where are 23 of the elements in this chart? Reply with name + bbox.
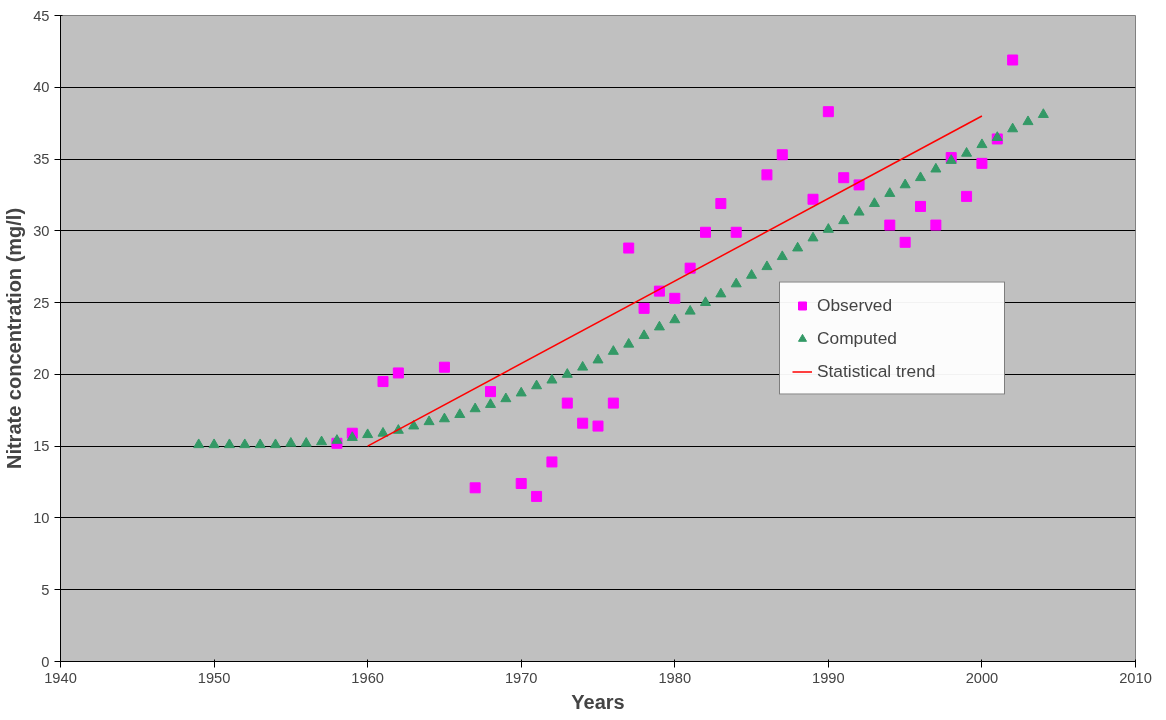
x-tick-label: 2000 <box>965 669 999 686</box>
y-tick-label: 0 <box>41 653 50 670</box>
x-tick-label: 1940 <box>44 669 77 686</box>
x-tick-label: 1950 <box>197 669 231 686</box>
x-tick-label: 1980 <box>658 669 692 686</box>
y-tick-label: 15 <box>33 438 50 455</box>
y-axis-title: Nitrate concentration (mg/l) <box>3 207 26 470</box>
y-tick-label: 35 <box>33 151 50 168</box>
x-axis-title: Years <box>571 690 625 713</box>
legend-label: Computed <box>817 327 898 349</box>
y-tick-label: 20 <box>33 366 50 383</box>
y-tick-label: 5 <box>41 581 50 598</box>
y-tick-label: 25 <box>33 294 50 311</box>
legend-label: Statistical trend <box>817 360 937 382</box>
y-tick-label: 45 <box>33 7 50 24</box>
y-tick-label: 30 <box>33 222 50 239</box>
legend-label: Observed <box>817 294 894 316</box>
y-tick-label: 10 <box>33 509 50 526</box>
x-tick-label: 2010 <box>1119 669 1152 686</box>
y-tick-label: 40 <box>33 79 50 96</box>
x-tick-label: 1990 <box>812 669 845 686</box>
x-tick-label: 1970 <box>504 669 538 686</box>
x-tick-label: 1960 <box>351 669 384 686</box>
